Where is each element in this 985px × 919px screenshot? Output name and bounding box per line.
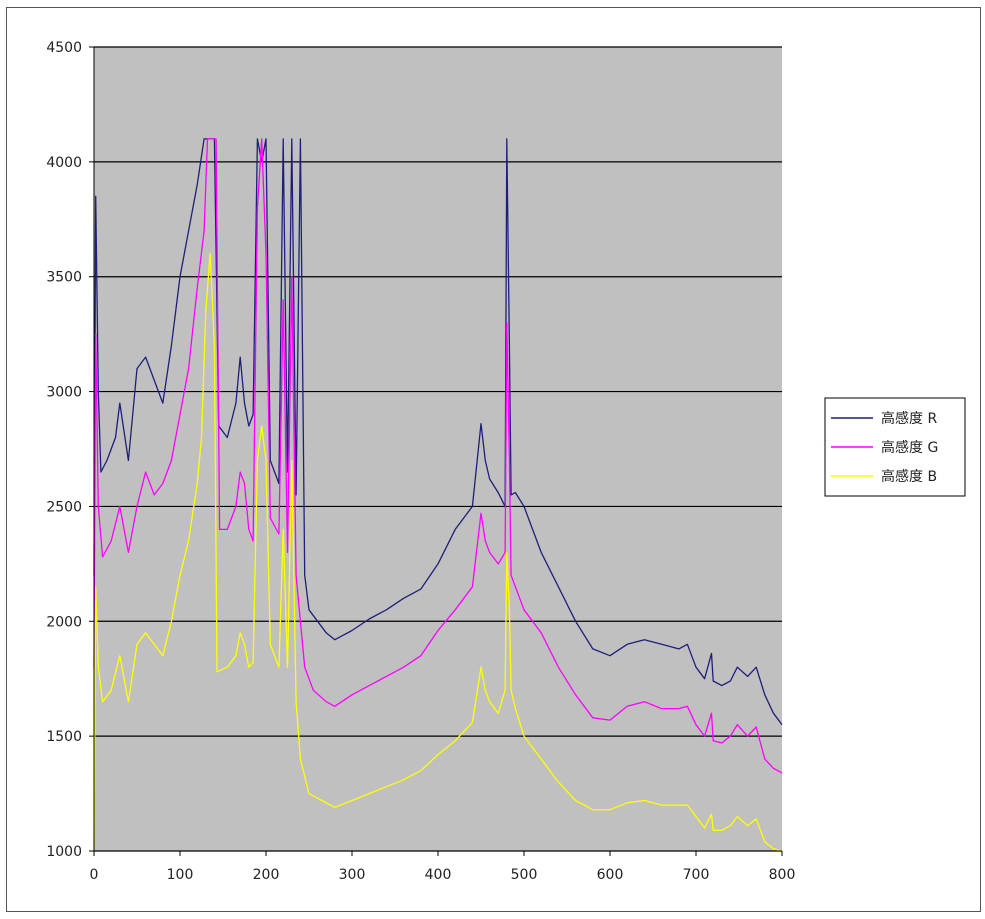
legend: 高感度 R 高感度 G 高感度 B xyxy=(824,397,966,497)
x-tick-label: 500 xyxy=(511,867,538,883)
legend-label-2: 高感度 G xyxy=(881,439,938,456)
x-tick-label: 600 xyxy=(597,867,624,883)
y-tick-label: 1500 xyxy=(46,729,82,745)
x-tick-label: 0 xyxy=(90,867,99,883)
legend-label-1: 高感度 R xyxy=(881,410,937,427)
legend-label-3: 高感度 B xyxy=(881,468,937,485)
x-tick-label: 300 xyxy=(339,867,366,883)
x-tick-label: 400 xyxy=(425,867,452,883)
x-tick-label: 100 xyxy=(167,867,194,883)
axes xyxy=(89,46,783,856)
y-tick-label: 4500 xyxy=(46,40,82,56)
y-tick-label: 1000 xyxy=(46,844,82,860)
series-line-1 xyxy=(93,138,783,726)
y-tick-label: 3500 xyxy=(46,270,82,286)
series-line-2 xyxy=(93,138,783,774)
series-lines xyxy=(93,138,783,852)
x-tick-label: 700 xyxy=(683,867,710,883)
chart-frame: 1000 1500 2000 2500 3000 3500 4000 4500 0 100 200 3… xyxy=(6,7,981,912)
line-chart: 1000 1500 2000 2500 3000 3500 4000 4500 0 100 200 3… xyxy=(46,40,966,883)
y-tick-label: 3000 xyxy=(46,385,82,401)
y-tick-label: 2500 xyxy=(46,499,82,515)
x-tick-label: 800 xyxy=(769,867,796,883)
y-tick-label: 4000 xyxy=(46,155,82,171)
x-tick-label: 200 xyxy=(253,867,280,883)
y-tick-label: 2000 xyxy=(46,614,82,630)
plot-area xyxy=(94,47,782,851)
series-line-3 xyxy=(93,253,783,852)
tick-labels: 1000 1500 2000 2500 3000 3500 4000 4500 0 100 200 3… xyxy=(46,40,795,883)
